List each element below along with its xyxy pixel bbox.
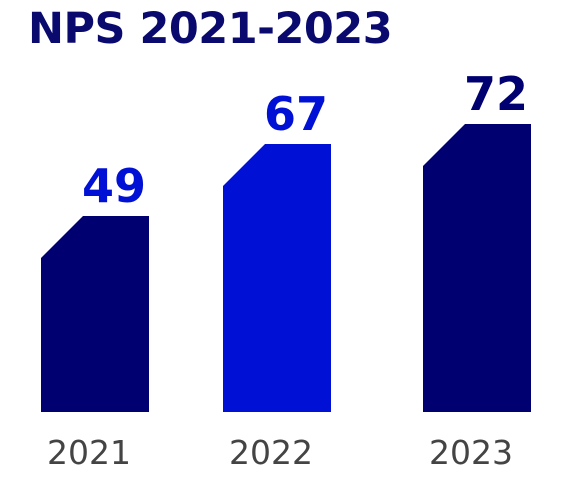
bar-2021	[41, 216, 149, 412]
bar-2023	[423, 124, 531, 412]
x-tick-label-2022: 2022	[229, 433, 313, 472]
value-label-2023: 72	[464, 67, 528, 121]
bar-2022	[223, 144, 331, 412]
x-tick-label-2021: 2021	[47, 433, 131, 472]
value-label-2021: 49	[82, 159, 146, 213]
chart-title: NPS 2021-2023	[28, 4, 393, 54]
value-label-2022: 67	[264, 87, 328, 141]
x-tick-label-2023: 2023	[429, 433, 513, 472]
